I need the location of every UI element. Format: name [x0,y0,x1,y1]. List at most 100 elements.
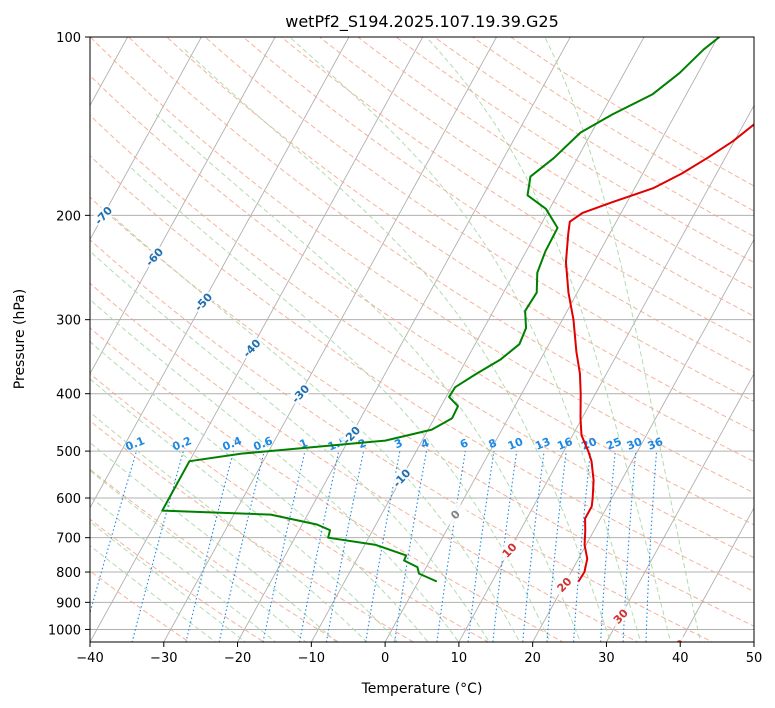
mixing-ratio-line [218,450,265,642]
plot-area: 0.10.20.40.611.52346810131620253036-100-… [0,10,754,657]
dry-adiabat-line [90,37,754,494]
plot-frame [89,36,755,643]
mixing-ratio-line [262,450,306,642]
x-tick-label: 20 [524,651,541,666]
isotherm-line [90,37,202,241]
mixing-ratio-line [467,451,495,642]
isotherm-label-bg [442,501,468,527]
isotherm-line [237,37,571,642]
moist-adiabat-line [155,113,581,642]
mixing-ratio-line [492,451,518,642]
moist-adiabat-line [90,545,217,642]
mixing-ratio-label: 25 [604,435,623,453]
isotherm-label-bg [190,289,216,315]
y-axis-label: Pressure (hPa) [12,289,28,389]
dry-adiabat-line [242,37,754,373]
dry-adiabat-line [90,155,754,592]
mixing-ratio-label: 2 [356,436,368,451]
dry-adiabat-line [90,74,754,526]
y-tick-label: 1000 [48,623,81,638]
moist-adiabat-line [90,496,277,642]
dry-adiabat-line [90,468,340,642]
mixing-ratio-label: 30 [625,435,644,453]
isotherm-line [753,641,754,642]
mixing-ratio-label: 13 [533,435,552,453]
isotherm-line [0,10,69,654]
isotherm-label: -30 [289,382,312,406]
mixing-ratio-line [572,451,592,642]
mixing-ratio-line [90,450,137,615]
moist-adiabat-line [184,49,612,642]
mixing-ratio-label: 16 [555,435,574,453]
x-tick-label: −10 [298,651,325,666]
mixing-ratio-line [436,451,466,642]
isotherm-label: 40 [668,637,688,657]
moist-adiabat-line [104,208,521,642]
isotherm-label-bg [664,634,690,642]
isotherm-line [90,37,276,375]
x-tick-label: 40 [672,651,689,666]
y-tick-label: 300 [56,314,81,329]
x-tick-label: 30 [598,651,615,666]
dry-adiabat-line [90,420,415,642]
mixing-ratio-label: 20 [580,435,599,453]
moist-adiabat-line [90,250,490,642]
isotherm-label-bg [607,603,633,629]
mixing-ratio-label: 10 [506,435,525,453]
mixing-ratio-label: 3 [393,436,405,451]
y-tick-label: 200 [56,209,81,224]
dry-adiabat-line [90,327,565,642]
x-tick-label: 50 [746,651,763,666]
x-axis-label: Temperature (°C) [361,681,483,697]
dry-adiabat-line [90,570,190,642]
isotherm-label: -40 [241,336,264,360]
y-tick-label: 500 [56,445,81,460]
dry-adiabat-line [90,282,639,642]
isotherm-label-bg [90,202,116,228]
dry-adiabat-line [90,518,265,642]
y-tick-label: 900 [56,596,81,611]
mixing-ratio-line [131,450,184,642]
isotherm-line [90,37,424,642]
chart-title: wetPf2_S194.2025.107.19.39.G25 [285,12,559,32]
isotherm-label-bg [141,244,167,269]
moist-adiabat-line [90,298,460,642]
mixing-ratio-line [365,450,401,642]
dewpoint-line [161,37,720,583]
isotherm-line [384,37,719,642]
dry-adiabat-line [204,37,754,403]
isotherm-label-bg [0,120,13,145]
mixing-ratio-line [622,451,637,642]
moist-adiabat-line [425,37,672,642]
isotherm-label-bg [388,465,414,491]
moist-adiabat-line [90,341,429,642]
isotherm-label: -60 [143,245,166,269]
dry-adiabat-line [471,37,754,212]
dry-adiabat-line [90,114,754,559]
mixing-ratio-line [185,450,234,642]
x-tick-label: −20 [224,651,251,666]
moist-adiabat-line [90,378,398,642]
isotherm-line [679,506,754,642]
mixing-ratio-line [522,451,545,642]
x-tick-label: 0 [381,651,389,666]
isotherm-line [532,238,754,642]
isotherm-line [310,37,645,642]
dry-adiabat-line [509,37,754,187]
mixing-ratio-line [600,451,616,642]
plot-border [89,36,755,643]
mixing-ratio-label: 4 [419,436,431,451]
dry-adiabat-line [395,37,754,264]
isotherm-label-bg [551,571,577,597]
mixing-ratio-line [325,450,365,642]
moist-adiabat-line [90,441,337,642]
dry-adiabat-line [90,373,490,642]
isotherm-label-bg [496,537,522,563]
x-tick-label: −30 [150,651,177,666]
isotherm-label-bg [338,422,364,448]
y-axis: 100 200 300 400 500 600 700 800 900 1000 [48,31,90,638]
isotherm-label-bg [239,335,264,361]
mixing-ratio-label: 6 [458,436,470,451]
dry-adiabat-line [90,196,754,627]
